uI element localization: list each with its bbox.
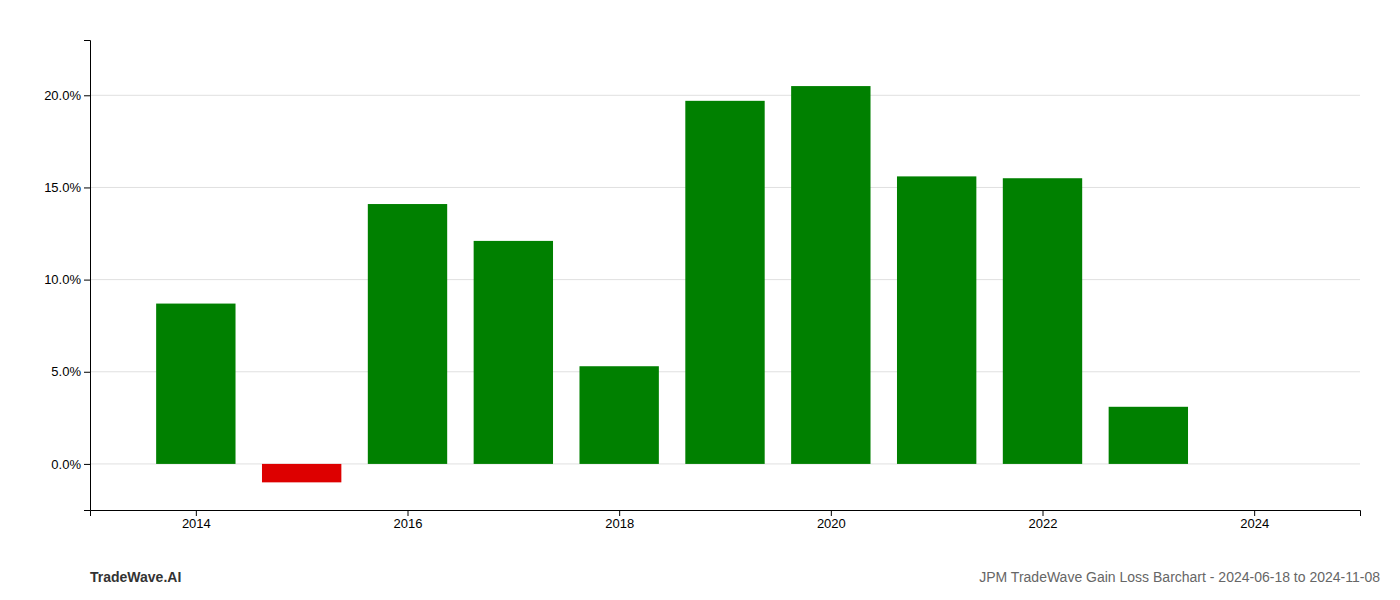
- x-tick-mark: [1043, 510, 1044, 516]
- x-tick: 2018: [605, 510, 634, 531]
- y-tick-mark: [84, 187, 90, 188]
- x-tick-label: 2022: [1029, 516, 1058, 531]
- x-tick: 2024: [1240, 510, 1269, 531]
- axis-line: [84, 41, 91, 511]
- x-tick-mark: [408, 510, 409, 516]
- x-tick-label: 2020: [817, 516, 846, 531]
- x-axis: 2014 2016 2018 2020 2022 2024: [91, 510, 1361, 531]
- x-tick-mark: [1254, 510, 1255, 516]
- y-tick-label: 5.0%: [51, 364, 81, 379]
- x-tick: 2020: [817, 510, 846, 531]
- y-tick-mark: [84, 464, 90, 465]
- bar: [1003, 178, 1082, 464]
- bar: [897, 176, 976, 464]
- x-tick: 2022: [1029, 510, 1058, 531]
- y-tick: 5.0%: [51, 364, 90, 379]
- y-tick-mark: [84, 280, 90, 281]
- y-tick: 20.0%: [44, 88, 90, 103]
- x-tick: 2014: [182, 510, 211, 531]
- footer-right: JPM TradeWave Gain Loss Barchart - 2024-…: [979, 569, 1380, 585]
- bar: [685, 101, 764, 464]
- plot-area: [156, 86, 1188, 482]
- chart: 2014 2016 2018 2020 2022 2024 0.0% 5.0% 10.0% 15.…: [0, 0, 1400, 600]
- y-axis: 0.0% 5.0% 10.0% 15.0% 20.0%: [44, 41, 90, 511]
- y-tick-mark: [84, 372, 90, 373]
- grid: [90, 95, 1360, 464]
- y-tick: 0.0%: [51, 457, 90, 472]
- x-tick-label: 2018: [605, 516, 634, 531]
- y-tick: 10.0%: [44, 272, 90, 287]
- y-tick-label: 10.0%: [44, 272, 81, 287]
- bar: [368, 204, 447, 464]
- bar: [262, 464, 341, 482]
- bar: [474, 241, 553, 464]
- x-tick-label: 2016: [394, 516, 423, 531]
- x-tick: 2016: [394, 510, 423, 531]
- bar: [791, 86, 870, 464]
- footer-left: TradeWave.AI: [90, 569, 181, 585]
- x-tick-label: 2024: [1240, 516, 1269, 531]
- y-tick-label: 15.0%: [44, 180, 81, 195]
- bar: [156, 304, 235, 464]
- bar: [1109, 407, 1188, 464]
- x-tick-label: 2014: [182, 516, 211, 531]
- y-tick: 15.0%: [44, 180, 90, 195]
- y-tick-mark: [84, 95, 90, 96]
- x-tick-mark: [196, 510, 197, 516]
- axis-line: [91, 511, 1361, 517]
- grid-line: [90, 95, 1360, 96]
- y-tick-label: 20.0%: [44, 88, 81, 103]
- y-tick-label: 0.0%: [51, 457, 81, 472]
- bar: [579, 366, 658, 464]
- x-tick-mark: [619, 510, 620, 516]
- x-tick-mark: [831, 510, 832, 516]
